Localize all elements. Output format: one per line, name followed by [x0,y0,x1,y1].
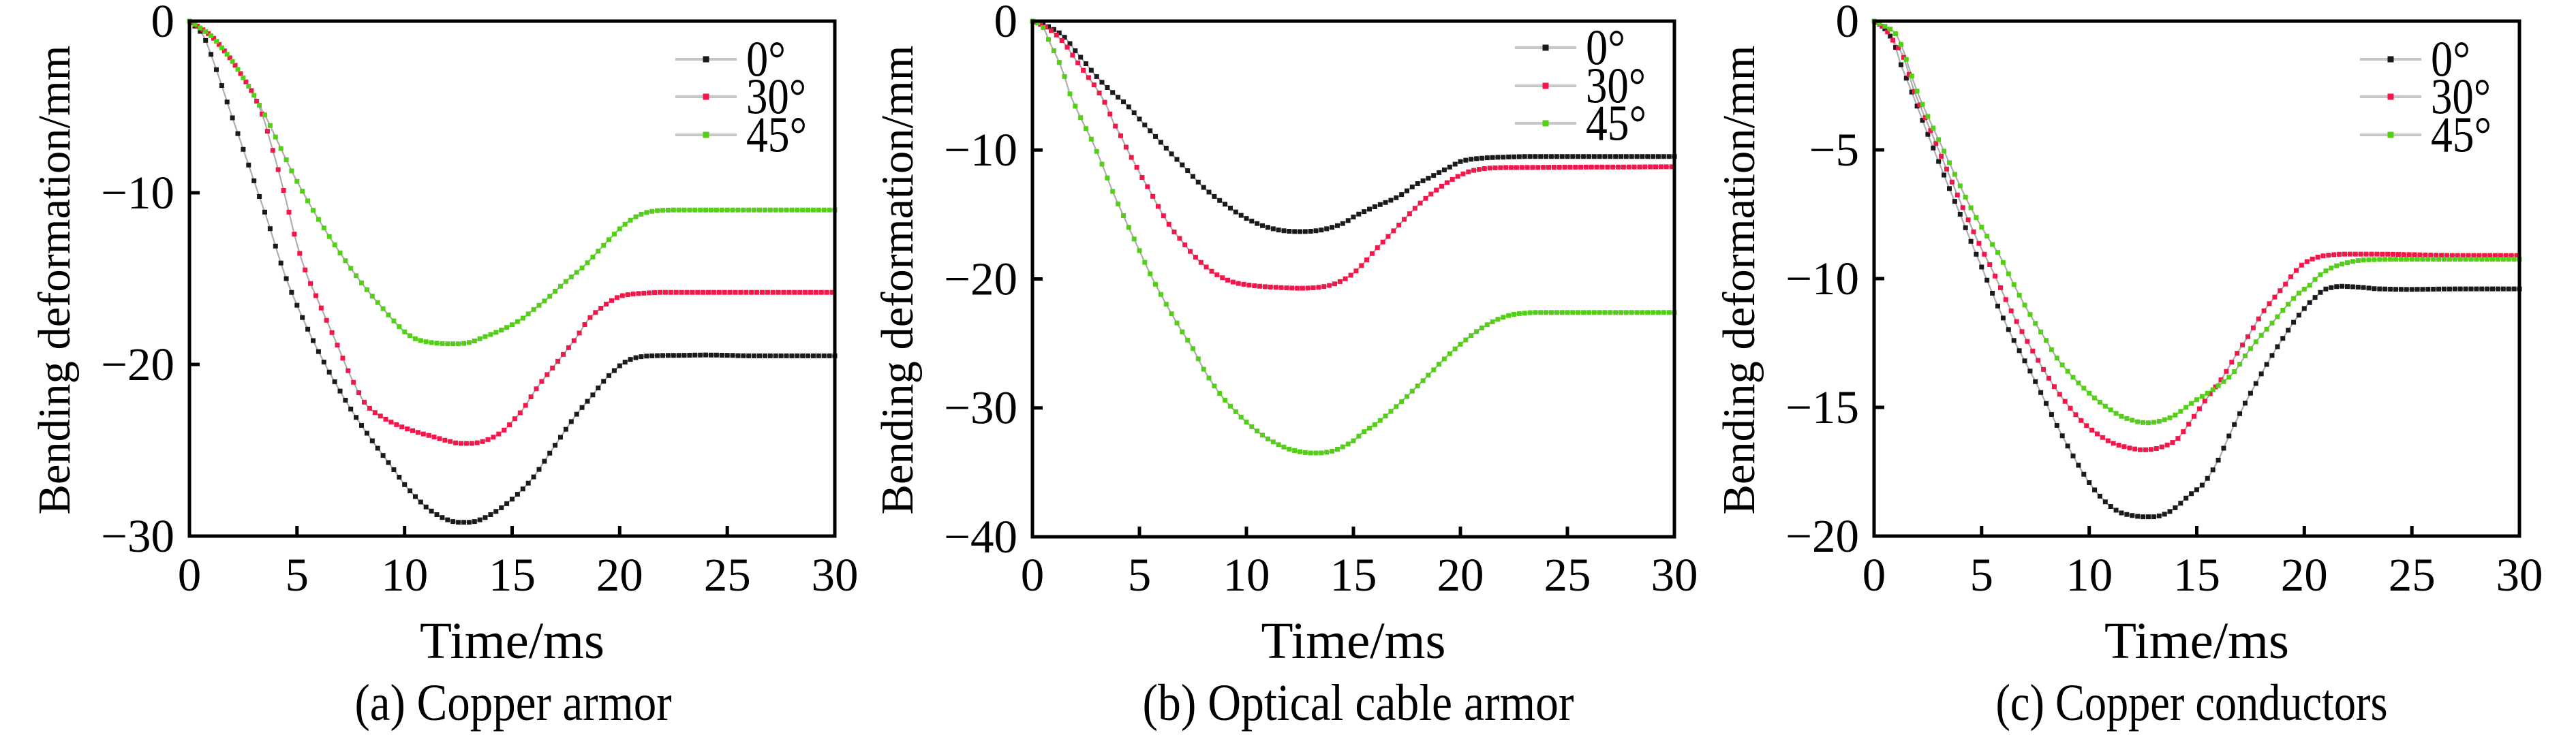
svg-text:(b) Optical cable armor: (b) Optical cable armor [1143,674,1574,732]
svg-text:5: 5 [1970,549,1994,601]
svg-text:−10: −10 [944,124,1017,176]
svg-text:−10: −10 [1785,253,1859,304]
svg-text:30: 30 [1651,549,1698,601]
svg-text:Time/ms: Time/ms [1261,612,1446,670]
svg-text:Time/ms: Time/ms [420,612,604,670]
svg-text:30: 30 [2496,549,2543,601]
svg-text:30°: 30° [1586,59,1646,114]
svg-text:20: 20 [2281,549,2328,601]
svg-text:−10: −10 [101,167,174,219]
svg-text:0°: 0° [1586,20,1625,76]
svg-text:5: 5 [286,549,309,601]
svg-text:−20: −20 [1785,510,1859,562]
svg-text:0: 0 [1862,549,1886,601]
svg-text:−30: −30 [944,382,1017,434]
svg-text:0: 0 [994,0,1018,47]
svg-text:45°: 45° [2431,108,2491,163]
svg-text:−5: −5 [1809,124,1859,176]
svg-text:0: 0 [1021,549,1045,601]
svg-text:Bending deformation/mm: Bending deformation/mm [873,46,923,515]
svg-text:45°: 45° [746,108,807,163]
svg-text:25: 25 [2389,549,2436,601]
svg-text:10: 10 [2066,549,2113,601]
svg-text:−40: −40 [944,511,1017,563]
svg-text:Time/ms: Time/ms [2104,612,2289,670]
svg-text:45°: 45° [1586,96,1646,152]
svg-text:30°: 30° [2431,69,2491,125]
svg-text:30°: 30° [746,69,806,125]
svg-text:0: 0 [1836,0,1860,47]
svg-text:(a) Copper armor: (a) Copper armor [355,674,672,732]
svg-text:10: 10 [1223,549,1270,601]
svg-text:0°: 0° [2431,32,2470,88]
svg-text:0: 0 [178,549,202,601]
svg-text:15: 15 [2173,549,2220,601]
svg-text:Bending deformation/mm: Bending deformation/mm [1715,46,1764,515]
svg-text:−20: −20 [101,339,174,390]
svg-text:10: 10 [381,549,428,601]
svg-text:5: 5 [1128,549,1152,601]
svg-text:15: 15 [1330,549,1377,601]
svg-text:(c) Copper conductors: (c) Copper conductors [1996,674,2388,732]
svg-text:20: 20 [1437,549,1484,601]
svg-text:15: 15 [489,549,536,601]
svg-text:−15: −15 [1785,381,1859,433]
svg-text:30: 30 [812,549,859,601]
svg-text:Bending deformation/mm: Bending deformation/mm [30,45,80,514]
svg-text:−20: −20 [944,253,1017,304]
svg-text:−30: −30 [101,510,174,562]
svg-text:0°: 0° [746,32,786,88]
svg-text:25: 25 [704,549,751,601]
svg-text:25: 25 [1544,549,1591,601]
svg-text:0: 0 [151,0,175,47]
svg-text:20: 20 [596,549,643,601]
